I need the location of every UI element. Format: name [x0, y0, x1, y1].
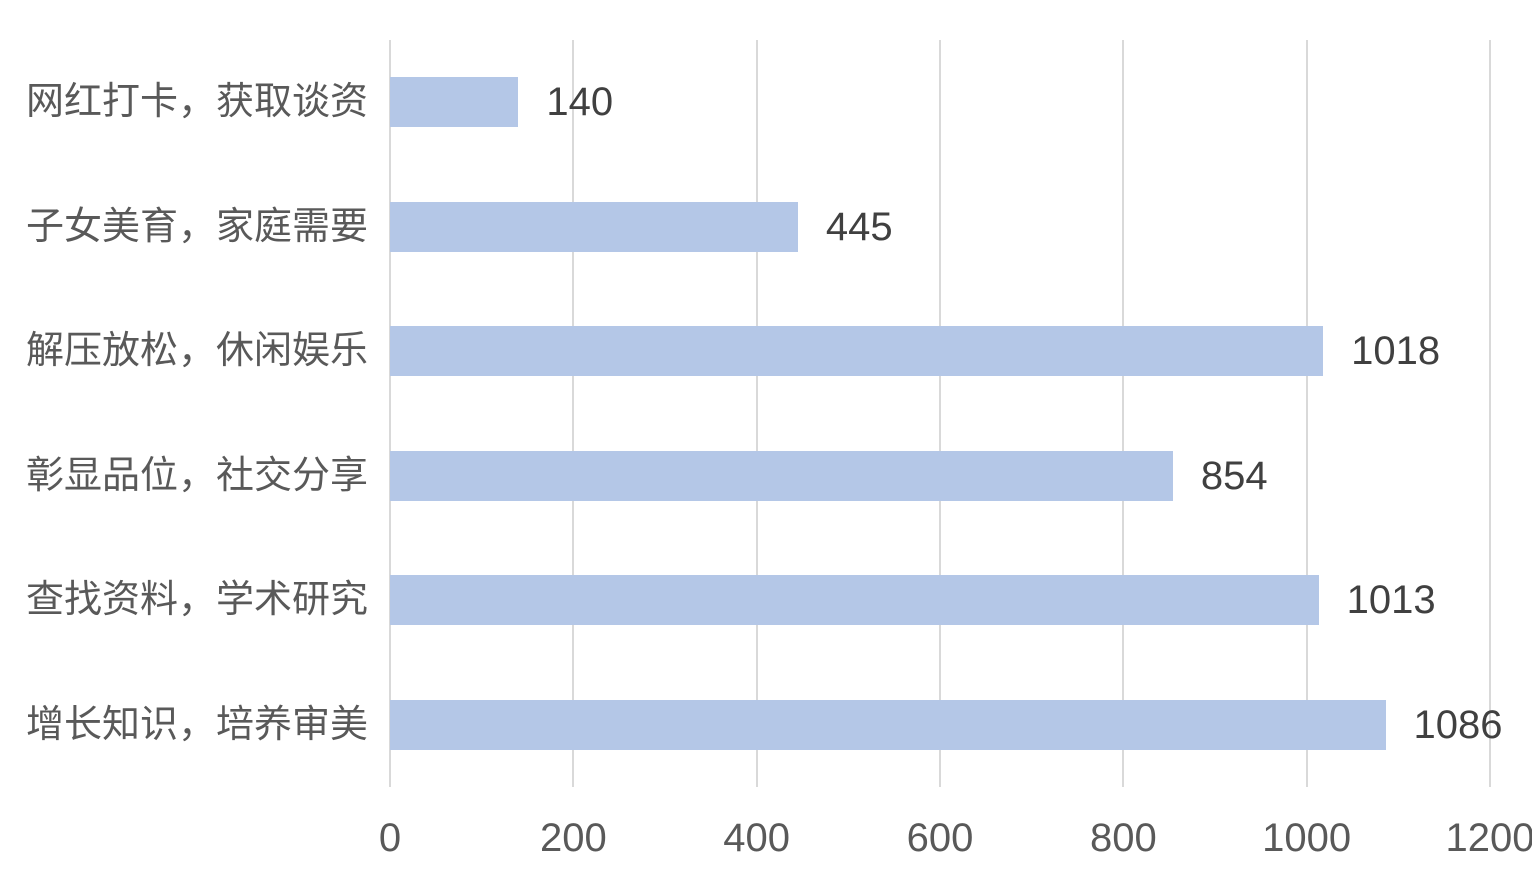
bar-row: 1013: [390, 538, 1490, 663]
x-tick-label: 1200: [1445, 816, 1532, 860]
gridline: [389, 40, 391, 787]
gridline: [1305, 40, 1308, 787]
bar-series: 140 445 1018 854 1013 1086: [390, 40, 1502, 788]
bar-row: 140: [390, 40, 1490, 165]
data-label: 140: [546, 80, 614, 125]
bar-row: 1086: [390, 663, 1502, 788]
data-label: 445: [825, 204, 893, 249]
gridline: [572, 40, 575, 787]
x-tick-label: 200: [539, 816, 607, 860]
data-label: 1013: [1346, 578, 1436, 623]
category-label: 解压放松，休闲娱乐: [25, 330, 368, 373]
bar-row: 1018: [390, 289, 1490, 414]
category-label: 查找资料，学术研究: [25, 579, 368, 622]
data-label: 1018: [1351, 329, 1441, 374]
gridline: [1489, 40, 1491, 787]
gridline: [755, 40, 758, 787]
data-label: 1086: [1413, 702, 1503, 747]
bar: [390, 450, 1173, 501]
x-tick-label: 400: [723, 816, 791, 860]
bar: [390, 201, 798, 252]
bar: [390, 326, 1324, 377]
value-axis: 0 200 400 600 800 1000 1200: [379, 812, 1532, 867]
plot-area: 140 445 1018 854 1013 1086: [389, 40, 1502, 788]
x-tick-label: 0: [378, 816, 402, 860]
category-label: 增长知识，培养审美: [25, 703, 368, 746]
category-label: 彰显品位，社交分享: [25, 454, 368, 497]
gridline: [1122, 40, 1125, 787]
x-tick-label: 800: [1089, 816, 1157, 860]
bar: [390, 699, 1386, 750]
bar-row: 854: [390, 414, 1490, 539]
category-label: 网红打卡，获取谈资: [25, 81, 368, 124]
gridlines: [389, 40, 1491, 787]
data-label: 854: [1200, 453, 1268, 498]
x-tick-label: 600: [906, 816, 974, 860]
category-axis: 网红打卡，获取谈资 子女美育，家庭需要 解压放松，休闲娱乐 彰显品位，社交分享 …: [0, 40, 368, 787]
category-label: 子女美育，家庭需要: [25, 205, 368, 248]
gridline: [939, 40, 941, 787]
x-tick-label: 1000: [1262, 816, 1352, 860]
bar: [390, 575, 1319, 626]
bar: [390, 77, 519, 128]
bar-row: 445: [390, 165, 1490, 290]
